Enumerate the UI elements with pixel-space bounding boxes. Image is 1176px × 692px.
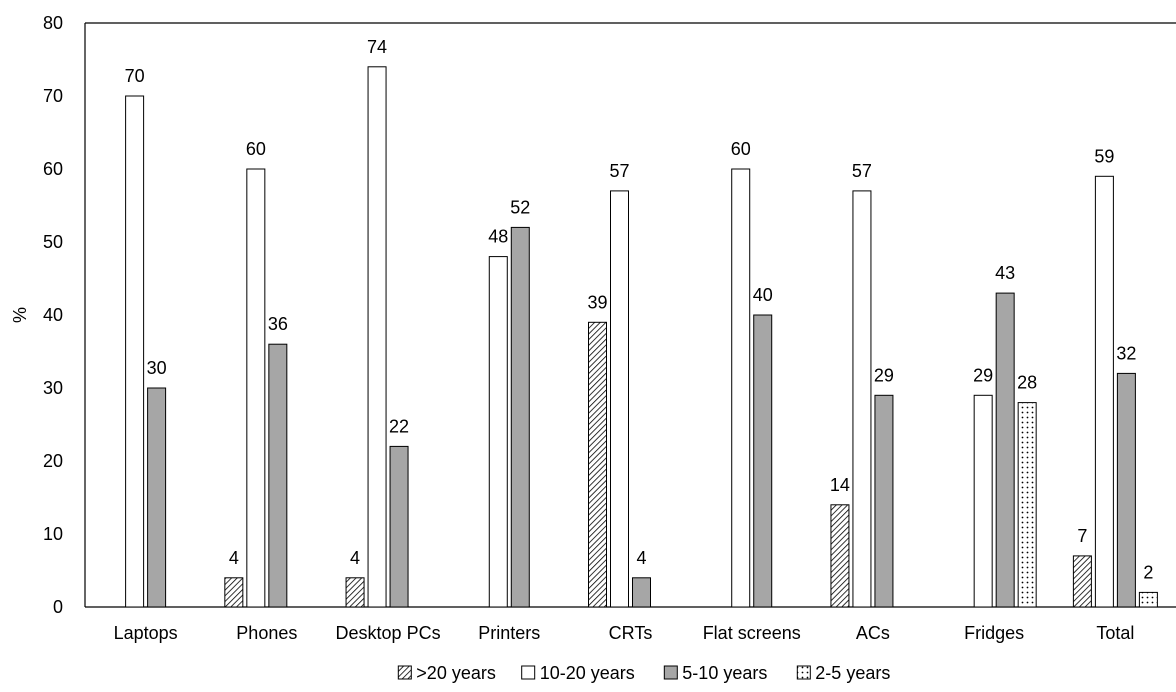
bar-laptops-1 [125,95,145,608]
x-category-label: Fridges [964,623,1024,643]
bar-total-2 [1116,372,1136,608]
bar-fridges-1 [973,394,993,608]
x-category-label: ACs [856,623,890,643]
x-category-label: Printers [478,623,540,643]
data-label: 39 [587,292,607,312]
data-label: 32 [1116,343,1136,363]
y-tick-label: 60 [43,159,63,179]
data-label: 28 [1017,373,1037,393]
bar-crts-0 [588,321,607,608]
bar-crts-2 [632,577,651,608]
bar-fridges-3 [1017,402,1037,608]
y-tick-label: 50 [43,232,63,252]
bar-desktop-pcs-1 [367,66,387,608]
data-label: 7 [1077,526,1087,546]
data-label: 70 [125,66,145,86]
bar-laptops-2 [147,387,167,608]
bar-desktop-pcs-2 [389,445,409,608]
bar-flat-screens-2 [753,314,773,608]
data-label: 40 [753,285,773,305]
y-tick-label: 20 [43,451,63,471]
data-label: 14 [830,475,850,495]
bar-printers-1 [488,256,508,608]
legend-swatch [663,665,678,680]
data-label: 4 [350,548,360,568]
bar-phones-2 [268,343,288,608]
y-tick-label: 0 [53,597,63,617]
data-label: 2 [1143,562,1153,582]
bar-phones-0 [224,577,244,608]
data-label: 60 [731,139,751,159]
bar-acs-0 [830,504,850,608]
data-label: 74 [367,37,387,57]
y-tick-label: 70 [43,86,63,106]
legend: >20 years 10-20 years 5-10 years 2-5 years [397,663,890,683]
bar-total-1 [1094,175,1114,608]
legend-label: 5-10 years [682,663,767,683]
data-label: 57 [852,161,872,181]
y-tick-label: 30 [43,378,63,398]
data-label: 52 [510,197,530,217]
legend-item: 2-5 years [796,663,890,683]
data-label: 29 [973,365,993,385]
data-label: 36 [268,314,288,334]
bar-desktop-pcs-0 [345,577,365,608]
y-tick-label: 80 [43,13,63,33]
bar-fridges-2 [995,292,1015,608]
legend-item: 5-10 years [663,663,767,683]
x-category-label: Desktop PCs [336,623,441,643]
legend-swatch [521,665,536,680]
x-category-label: CRTs [609,623,653,643]
plot-area: 0 10 20 30 40 50 60 70 80% 70 30 Laptops 4 60 36 Phones… [10,13,1176,643]
data-label: 48 [488,227,508,247]
bar-crts-1 [610,190,629,608]
x-category-label: Laptops [114,623,178,643]
data-label: 57 [609,161,629,181]
legend-label: 10-20 years [540,663,635,683]
data-label: 60 [246,139,266,159]
legend-swatch [796,665,811,680]
data-label: 30 [147,358,167,378]
y-axis-title: % [10,307,30,323]
bar-phones-1 [246,168,266,608]
x-category-label: Phones [236,623,297,643]
x-category-label: Total [1096,623,1134,643]
legend-item: >20 years [397,663,496,683]
x-category-label: Flat screens [703,623,801,643]
data-label: 22 [389,416,409,436]
y-tick-label: 10 [43,524,63,544]
legend-item: 10-20 years [521,663,635,683]
data-label: 4 [229,548,239,568]
legend-swatch [397,665,412,680]
bar-acs-1 [852,190,872,608]
bar-printers-2 [510,226,530,608]
data-label: 29 [874,365,894,385]
bar-total-0 [1072,555,1092,608]
y-tick-label: 40 [43,305,63,325]
legend-label: >20 years [416,663,496,683]
bar-total-3 [1138,591,1158,608]
data-label: 43 [995,263,1015,283]
bar-flat-screens-1 [731,168,751,608]
legend-label: 2-5 years [815,663,890,683]
data-label: 4 [636,548,646,568]
data-label: 59 [1094,146,1114,166]
bar-acs-2 [874,394,894,608]
